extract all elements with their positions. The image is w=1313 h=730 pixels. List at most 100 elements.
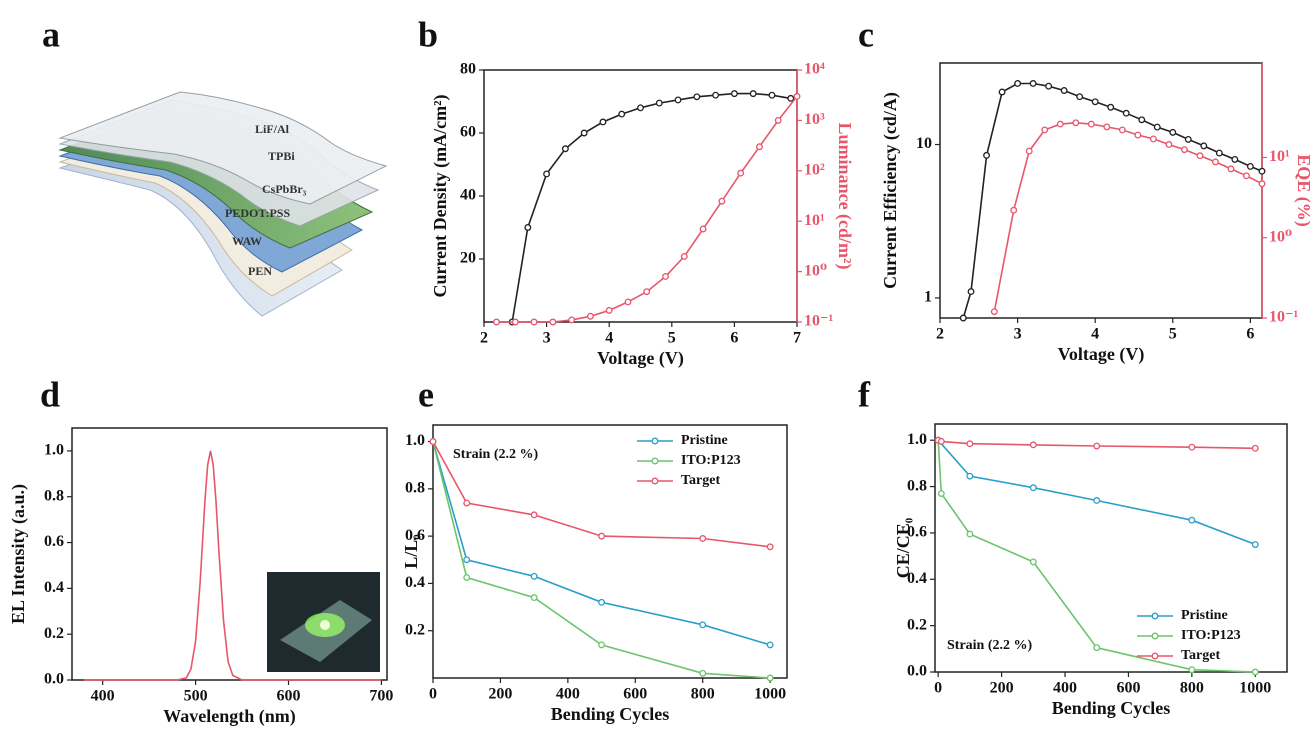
point [1041,126,1049,134]
point [699,621,707,629]
x-tick-label: 800 [691,686,715,703]
point [1188,666,1196,674]
point [1211,158,1219,166]
y-tick-label: 0.6 [907,524,927,541]
y-tick-label: 1.0 [907,431,927,448]
x-tick-label: 1000 [1239,680,1271,697]
y-tick-label: 0.2 [907,616,927,633]
y2-tick-label: 10¹ [804,212,825,229]
point [699,669,707,677]
x-tick-label: 200 [488,686,512,703]
panel-letter: f [858,374,871,414]
y-tick-label: 80 [460,61,476,78]
point [1196,152,1204,160]
point [1093,442,1101,450]
y-tick-label: 60 [460,124,476,141]
point [643,288,651,296]
point [463,499,471,507]
x-tick-label: 1000 [754,686,786,703]
x-tick-label: 4 [1091,326,1099,343]
point [1215,149,1223,157]
x-tick-label: 2 [480,330,488,347]
point [1231,155,1239,163]
point [699,225,707,233]
point [1107,103,1115,111]
point [774,116,782,124]
point [693,93,701,101]
y-axis-label: EL Intensity (a.u.) [8,484,29,624]
point [637,104,644,112]
point [766,674,774,682]
y-tick-label: 0.0 [44,671,64,688]
y2-tick-label: 10³ [804,111,825,128]
point [966,472,974,480]
point [1060,87,1068,94]
inset-glow-core [320,620,330,630]
point [1169,128,1177,136]
point [1045,82,1053,90]
point [1149,135,1157,143]
annotation: Strain (2.2 %) [947,638,1033,653]
x-tick-label: 3 [543,330,551,347]
point [1056,120,1064,128]
point [1103,123,1111,131]
annotation: Strain (2.2 %) [453,447,539,462]
panel-letter: e [418,374,434,414]
layer-label: WAW [232,234,262,248]
x-tick-label: 800 [1180,680,1204,697]
point [530,572,538,580]
y-tick-label: 20 [460,250,476,267]
legend-label: ITO:P123 [681,453,741,468]
point [586,312,594,320]
x-tick-label: 7 [793,330,801,347]
point [990,308,998,316]
point [749,90,757,98]
point [624,298,632,306]
y2-tick-label: 10⁻¹ [1269,309,1298,326]
layer-label: PEDOT:PSS [225,206,290,220]
point [1076,93,1084,101]
point [712,91,720,99]
point [655,99,663,107]
point [1122,109,1130,117]
x-tick-label: 3 [1014,326,1022,343]
y2-axis-label: EQE (%) [1293,154,1313,227]
x-tick-label: 0 [429,686,437,703]
point [580,129,588,137]
y-tick-label: 10 [916,135,932,152]
legend-marker [1151,652,1159,660]
y-tick-label: 40 [460,187,476,204]
layer-lif-al [58,91,388,205]
layer-label: CsPbBr₃ [262,182,307,196]
point [718,197,726,205]
series-line [432,441,771,646]
point [1010,206,1018,214]
y-tick-label: 0.6 [44,533,64,550]
point [1029,558,1037,566]
x-tick-label: 0 [934,680,942,697]
point [1138,116,1146,124]
point [1227,165,1235,173]
x-tick-label: 600 [277,688,301,705]
y-axis-label: CE/CE₀ [893,518,913,578]
x-tick-label: 500 [184,688,208,705]
y2-tick-label: 10¹ [1269,148,1290,165]
legend-label: Pristine [1181,608,1228,623]
point [1134,131,1142,139]
series-line [432,441,771,548]
x-tick-label: 400 [556,686,580,703]
point [429,438,437,446]
inset-photo [267,572,380,672]
plot-frame [939,62,1263,319]
x-axis-label: Wavelength (nm) [163,706,296,727]
point [568,316,576,324]
point [1251,444,1259,452]
series-line [937,439,1256,546]
series-line [962,82,1263,319]
point [543,170,551,178]
y-axis-label: L/L₀ [401,534,421,568]
point [1251,541,1259,548]
plot-frame [432,424,788,679]
point [680,252,688,260]
